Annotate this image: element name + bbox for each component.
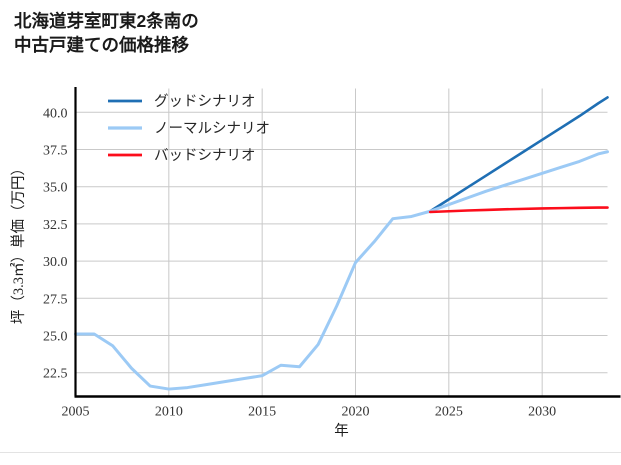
legend-label-3: バッドシナリオ (154, 148, 256, 164)
chart-title: 北海道芽室町東2条南の 中古戸建ての価格推移 (14, 11, 199, 55)
y-tick-label: 37.5 (43, 144, 68, 159)
y-tick-label: 40.0 (43, 106, 68, 121)
y-tick-label: 27.5 (43, 292, 68, 307)
y-tick-label: 30.0 (43, 255, 68, 270)
x-tick-label: 2020 (342, 405, 370, 420)
series-lines (74, 96, 609, 391)
y-tick-labels: 22.5 25.0 27.5 30.0 32.5 35.0 37.5 40.0 (43, 106, 68, 381)
x-tick-label: 2030 (528, 405, 556, 420)
x-axis-label: 年 (334, 423, 349, 440)
x-tick-label: 2010 (155, 405, 183, 420)
x-gridlines (75, 88, 543, 397)
y-tick-label: 32.5 (43, 218, 68, 233)
y-tick-label: 25.0 (43, 330, 68, 345)
x-tick-label: 2025 (435, 405, 463, 420)
series-line-1 (428, 96, 609, 213)
legend-label-1: グッドシナリオ (154, 93, 256, 110)
x-tick-label: 2015 (248, 405, 276, 420)
y-tick-label: 35.0 (43, 181, 68, 196)
legend-label-2: ノーマルシナリオ (154, 121, 270, 137)
y-gridlines (75, 111, 608, 374)
x-tick-label: 2005 (62, 405, 90, 420)
axis-spines (74, 87, 621, 398)
y-axis-label: 坪（3.3㎡）単価（万円） (10, 161, 27, 324)
x-tick-labels: 2005 2010 2015 2020 2025 2030 (62, 405, 557, 420)
y-tick-label: 22.5 (43, 367, 68, 382)
series-line-3 (428, 206, 609, 214)
series-line-2 (74, 150, 609, 391)
